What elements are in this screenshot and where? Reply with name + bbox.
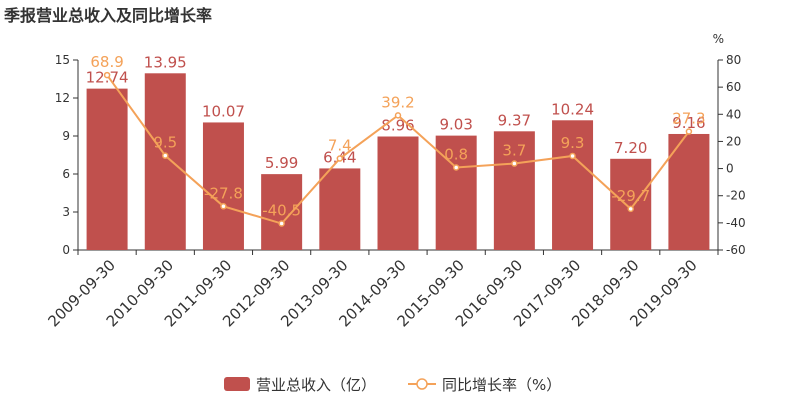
- line-data-label: 39.2: [381, 93, 414, 111]
- growth-point: [103, 71, 111, 79]
- y-left-tick-label: 6: [62, 167, 70, 181]
- line-data-label: -29.7: [611, 187, 650, 205]
- legend-line-label: 同比增长率（%）: [442, 376, 561, 394]
- y-left-tick-label: 15: [55, 53, 70, 67]
- growth-point: [511, 160, 518, 167]
- bar: [202, 122, 244, 250]
- bar-data-label: 9.16: [672, 114, 705, 132]
- bar-data-label: 5.99: [265, 154, 298, 172]
- line-data-label: 3.7: [502, 142, 526, 160]
- line-data-label: -40.5: [262, 202, 301, 220]
- bar-data-label: 7.20: [614, 139, 647, 157]
- y-right-unit-label: %: [713, 32, 724, 46]
- growth-point: [162, 152, 169, 159]
- growth-point: [336, 155, 344, 162]
- y-left-tick-label: 3: [62, 205, 70, 219]
- y-left-tick-label: 0: [62, 243, 70, 257]
- y-left-tick-label: 12: [55, 91, 70, 105]
- y-right-tick-label: 80: [726, 53, 741, 67]
- legend-bar-swatch: [224, 377, 250, 391]
- growth-point: [220, 203, 227, 210]
- growth-point: [394, 112, 402, 119]
- bar: [552, 120, 594, 250]
- line-data-label: 7.4: [328, 137, 352, 155]
- bar: [144, 73, 186, 250]
- y-right-tick-label: 20: [726, 134, 741, 148]
- y-right-tick-label: 0: [726, 162, 734, 176]
- bar: [668, 133, 710, 250]
- bar: [377, 136, 419, 250]
- y-right-tick-label: 60: [726, 80, 741, 94]
- bar-data-label: 10.24: [551, 100, 594, 118]
- line-data-label: 0.8: [444, 145, 468, 163]
- growth-point: [569, 152, 576, 160]
- growth-point: [452, 164, 460, 171]
- bar-data-label: 10.07: [202, 102, 245, 120]
- line-data-label: -27.8: [204, 184, 243, 202]
- growth-point: [685, 128, 693, 135]
- bar-data-label: 9.37: [498, 111, 531, 129]
- line-data-label: 9.3: [561, 134, 585, 152]
- y-right-tick-label: -20: [726, 189, 746, 203]
- y-left-tick-label: 9: [62, 129, 70, 143]
- bar-data-label: 9.03: [439, 116, 472, 134]
- legend-bar-label: 营业总收入（亿）: [256, 376, 376, 394]
- legend-line-marker: [416, 378, 428, 390]
- y-right-tick-label: -60: [726, 243, 746, 257]
- line-data-label: 9.5: [153, 134, 177, 152]
- y-right-tick-label: 40: [726, 107, 741, 121]
- line-data-label: 27.3: [672, 110, 705, 128]
- bar: [319, 168, 361, 250]
- bar: [86, 88, 128, 250]
- bar-data-label: 13.95: [144, 53, 187, 71]
- bar: [610, 158, 652, 250]
- growth-point: [627, 205, 634, 213]
- chart-title: 季报营业总收入及同比增长率: [4, 6, 213, 25]
- growth-point: [278, 220, 285, 227]
- bar: [261, 174, 303, 250]
- y-right-tick-label: -40: [726, 216, 746, 230]
- line-data-label: 68.9: [90, 53, 123, 71]
- bar: [493, 131, 535, 250]
